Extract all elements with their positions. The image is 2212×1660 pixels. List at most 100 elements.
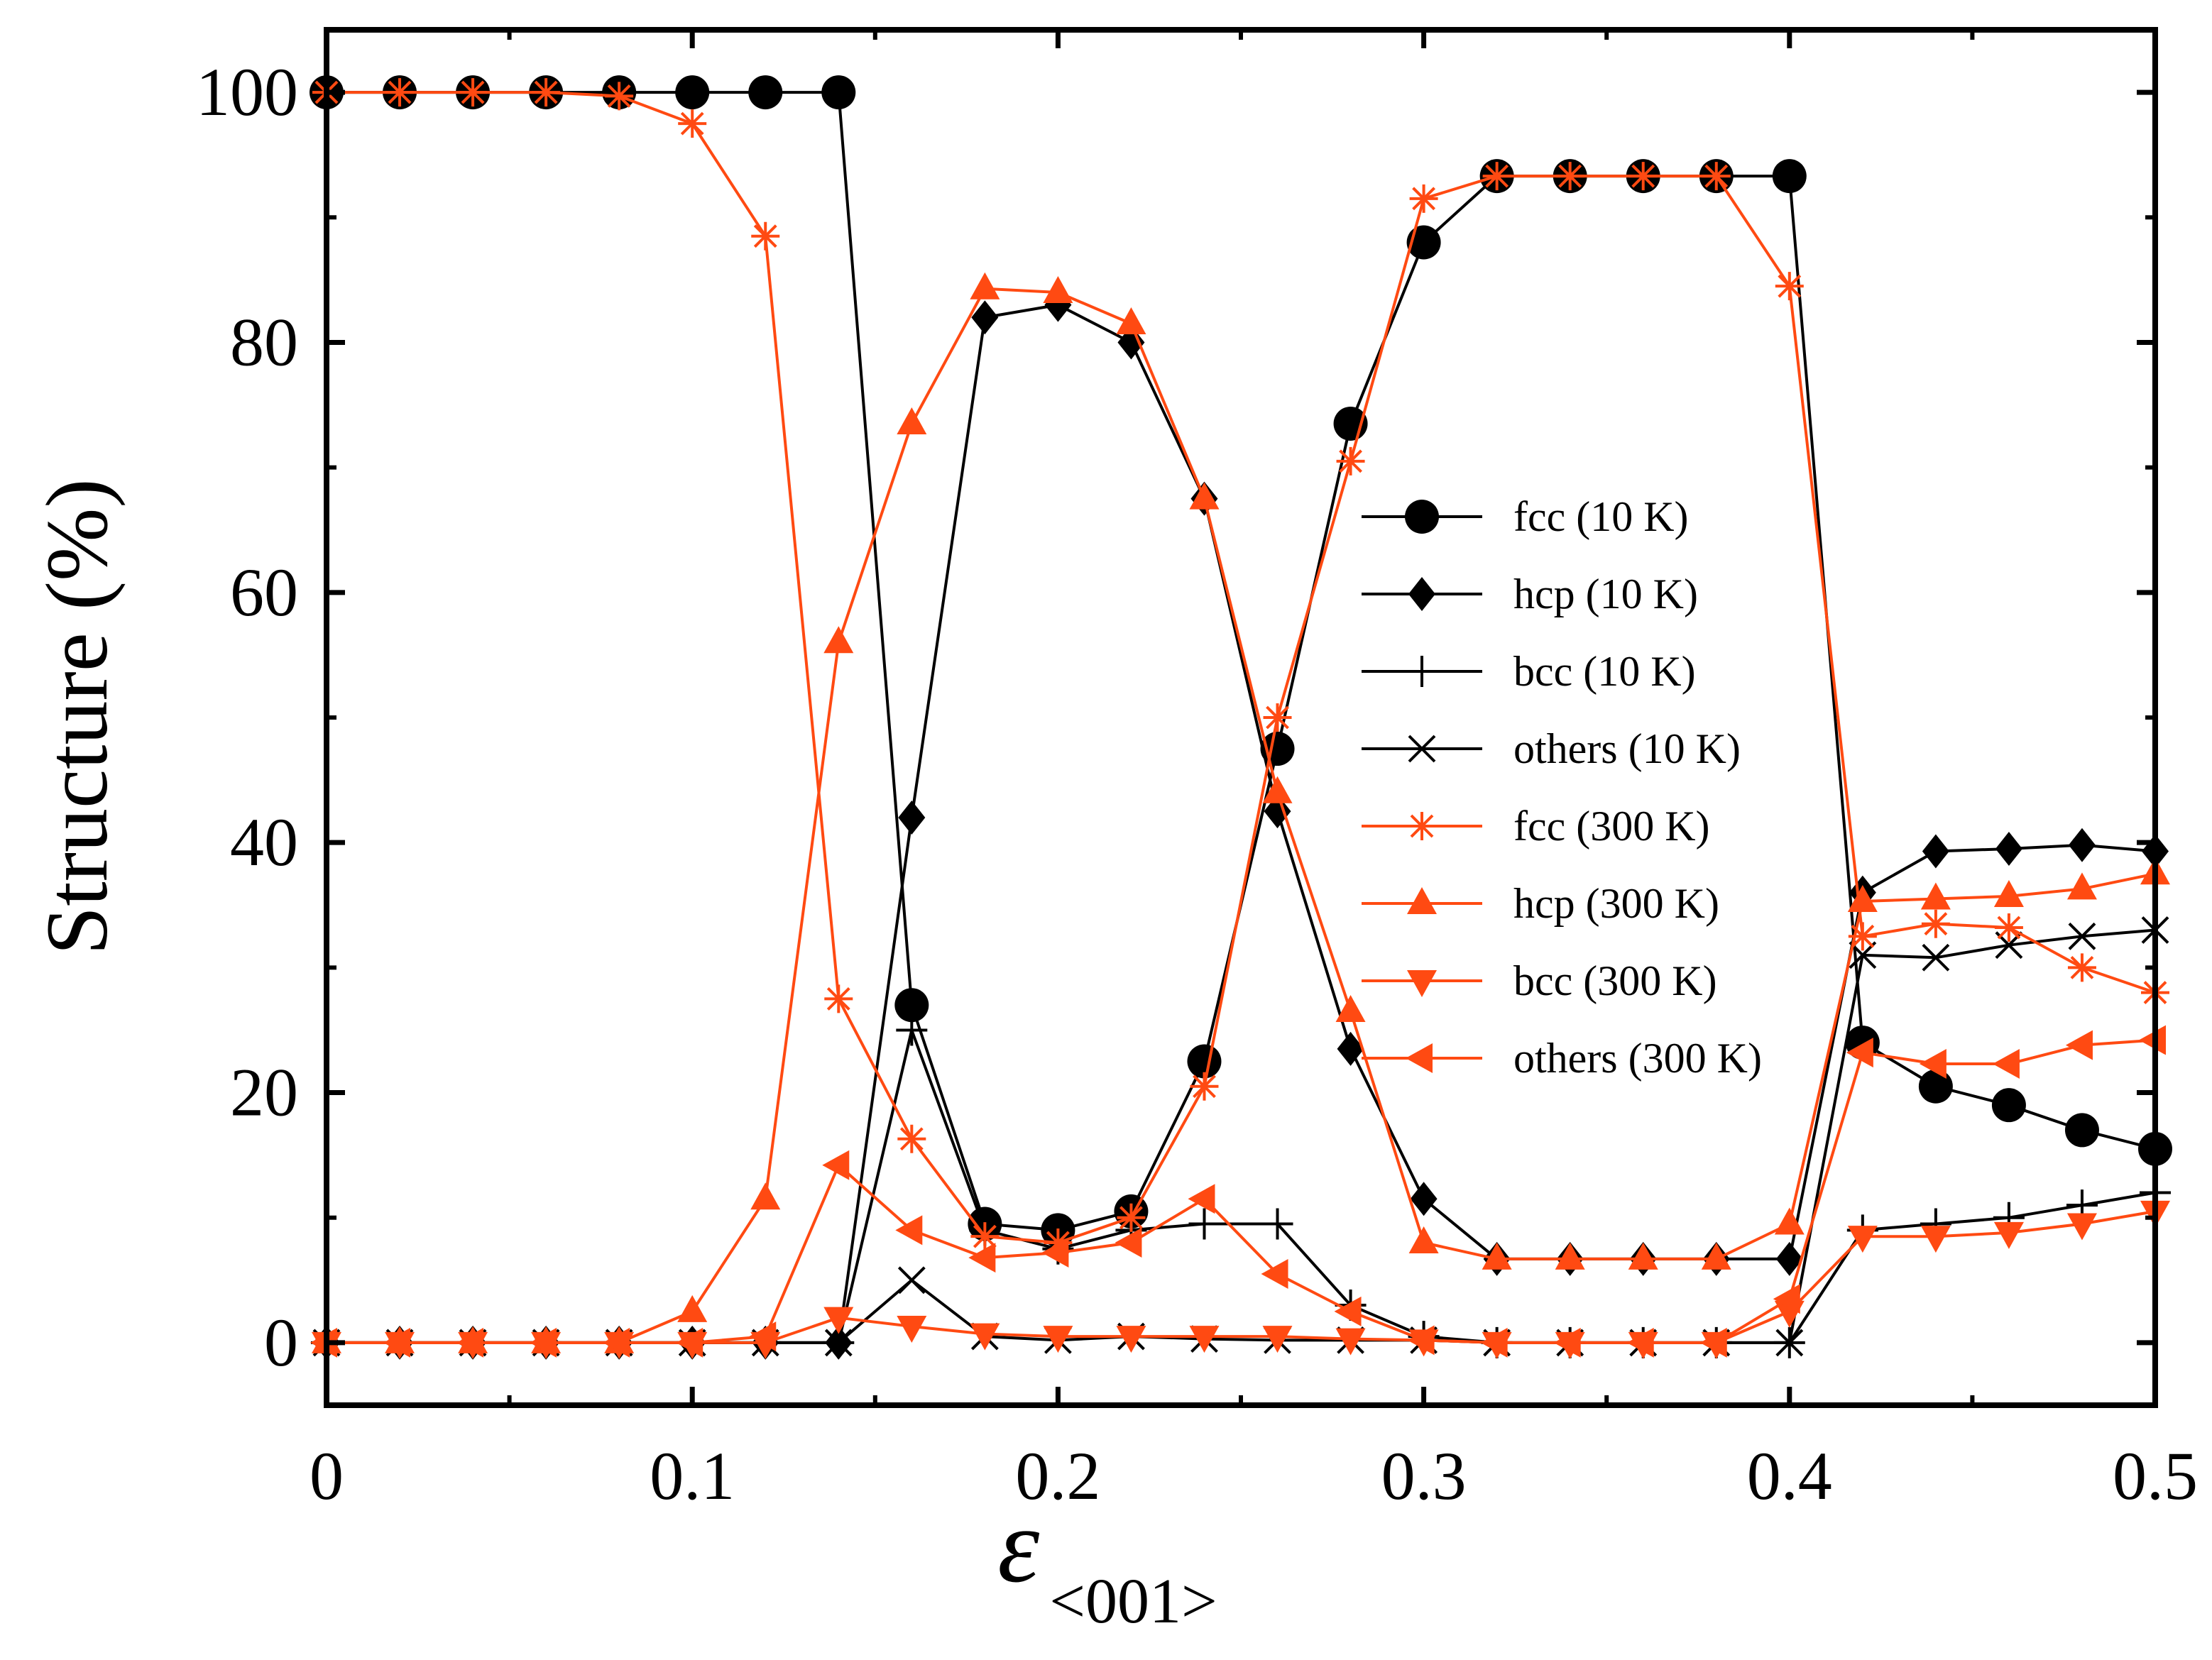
- data-point: [456, 1327, 484, 1358]
- data-point: [1261, 1259, 1288, 1290]
- legend-label: bcc (300 K): [1513, 957, 1717, 1004]
- y-tick-label: 40: [230, 804, 298, 880]
- legend-item: others (10 K): [1362, 725, 1741, 772]
- x-axis-symbol: ε: [997, 1487, 1039, 1605]
- data-point: [677, 1295, 708, 1322]
- data-point: [1772, 159, 1807, 194]
- data-point: [2067, 953, 2096, 982]
- legend-item: bcc (10 K): [1362, 648, 1696, 695]
- legend-marker: [1408, 735, 1436, 763]
- data-point: [1337, 1031, 1364, 1066]
- data-point: [530, 1327, 557, 1358]
- data-point: [385, 78, 415, 107]
- y-tick-label: 20: [230, 1055, 298, 1131]
- data-point: [1774, 1207, 1805, 1235]
- legend-label: others (10 K): [1513, 725, 1741, 772]
- y-tick-label: 0: [264, 1304, 298, 1380]
- data-point: [1555, 162, 1584, 191]
- data-point: [605, 82, 634, 111]
- legend-label: fcc (300 K): [1513, 803, 1710, 850]
- data-point: [1918, 1069, 1953, 1104]
- data-point: [823, 1307, 854, 1334]
- data-point: [1043, 275, 1073, 303]
- data-point: [1041, 1238, 1069, 1268]
- series-0: [310, 75, 2172, 1248]
- data-point: [1555, 1242, 1585, 1270]
- data-point: [897, 1266, 926, 1295]
- data-point: [970, 272, 1000, 299]
- data-point: [1775, 1241, 1803, 1276]
- data-point: [1409, 184, 1438, 213]
- data-point: [1407, 1325, 1435, 1356]
- legend-marker: [1408, 577, 1435, 611]
- data-point: [603, 1327, 630, 1358]
- data-point: [822, 1150, 850, 1180]
- data-point: [1992, 1049, 2020, 1079]
- legend-marker: [1407, 887, 1437, 914]
- data-point: [1702, 162, 1731, 191]
- data-point: [824, 984, 853, 1013]
- series-4: [312, 78, 2169, 1257]
- data-point: [1920, 882, 1951, 910]
- x-axis-title: ε <001>: [997, 1487, 1217, 1637]
- data-point: [459, 78, 488, 107]
- data-point: [1480, 1327, 1508, 1358]
- plot-frame: [324, 27, 2158, 1408]
- data-point: [2066, 1213, 2097, 1241]
- data-point: [1335, 995, 1366, 1023]
- x-tick-label: 0: [310, 1438, 344, 1514]
- data-point: [1335, 1328, 1366, 1356]
- data-point: [1116, 1326, 1146, 1353]
- series-3: [312, 916, 2169, 1357]
- data-point: [1626, 1327, 1654, 1358]
- data-point: [1334, 1296, 1362, 1326]
- data-point: [970, 1222, 1000, 1251]
- data-point: [1921, 909, 1950, 938]
- data-point: [751, 221, 780, 251]
- data-point: [1775, 1329, 1804, 1357]
- legend-label: fcc (10 K): [1513, 493, 1689, 540]
- data-point: [968, 1243, 996, 1273]
- legend-marker: [1408, 812, 1436, 840]
- data-point: [895, 1215, 923, 1246]
- y-tick-label: 80: [230, 304, 298, 380]
- data-point: [1188, 1184, 1215, 1214]
- data-point: [1553, 1327, 1581, 1358]
- series-2: [311, 1014, 2171, 1358]
- data-point: [971, 300, 999, 335]
- data-point: [1115, 1227, 1142, 1258]
- series-line: [327, 1028, 2156, 1344]
- x-axis-subscript: <001>: [1049, 1566, 1217, 1637]
- data-point: [1336, 446, 1365, 476]
- data-point: [1699, 1327, 1727, 1358]
- legend-label: hcp (10 K): [1513, 571, 1698, 617]
- x-tick-label: 0.3: [1381, 1438, 1467, 1514]
- data-point: [970, 1323, 1000, 1351]
- data-point: [1482, 162, 1511, 191]
- data-point: [2064, 1113, 2099, 1148]
- data-point: [1410, 1182, 1438, 1216]
- data-point: [1847, 1226, 1878, 1253]
- data-point: [1994, 913, 2023, 942]
- legend-marker: [1405, 500, 1439, 534]
- data-point: [897, 1316, 927, 1343]
- data-point: [898, 800, 926, 835]
- data-point: [896, 1014, 928, 1046]
- x-tick-label: 0.5: [2113, 1438, 2198, 1514]
- series-line: [327, 287, 2156, 1344]
- legend-item: fcc (300 K): [1362, 803, 1710, 850]
- data-point: [1408, 1226, 1439, 1253]
- x-tick-label: 0.2: [1015, 1438, 1100, 1514]
- legend-marker: [1406, 656, 1438, 687]
- data-point: [1116, 307, 1146, 335]
- data-point: [1922, 834, 1949, 869]
- y-axis-title: Structure (%): [28, 478, 126, 955]
- data-point: [383, 1327, 411, 1358]
- series-line: [327, 1038, 2156, 1344]
- y-tick-label: 60: [230, 554, 298, 630]
- data-point: [1262, 776, 1293, 803]
- series-line: [327, 1209, 2156, 1344]
- data-point: [1701, 1242, 1731, 1270]
- legend-label: bcc (10 K): [1513, 648, 1696, 695]
